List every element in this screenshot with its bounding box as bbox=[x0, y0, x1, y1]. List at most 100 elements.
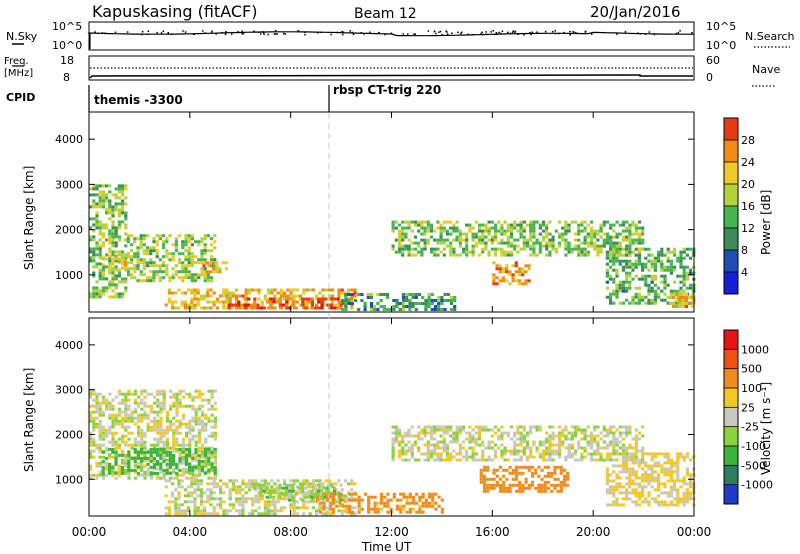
heatmap-cell bbox=[647, 467, 651, 471]
heatmap-cell bbox=[213, 419, 217, 423]
heatmap-cell bbox=[631, 470, 635, 474]
heatmap-cell bbox=[367, 510, 371, 514]
heatmap-cell bbox=[618, 482, 622, 486]
heatmap-cell bbox=[417, 250, 421, 254]
heatmap-cell bbox=[124, 398, 128, 402]
heatmap-cell bbox=[641, 247, 645, 251]
heatmap-cell bbox=[397, 241, 402, 245]
heatmap-cell bbox=[92, 289, 96, 293]
heatmap-cell bbox=[136, 453, 140, 457]
heatmap-cell bbox=[244, 300, 248, 304]
heatmap-cell bbox=[108, 286, 112, 290]
heatmap-cell bbox=[95, 398, 99, 402]
heatmap-cell bbox=[413, 253, 418, 257]
heatmap-cell bbox=[127, 413, 131, 417]
heatmap-cell bbox=[338, 504, 342, 508]
heatmap-cell bbox=[434, 501, 438, 505]
heatmap-cell bbox=[621, 301, 625, 305]
heatmap-cell bbox=[89, 464, 93, 468]
nsky-point bbox=[320, 31, 322, 34]
heatmap-cell bbox=[105, 265, 109, 269]
heatmap-cell bbox=[121, 190, 125, 194]
heatmap-cell bbox=[566, 477, 570, 481]
heatmap-cell bbox=[618, 283, 622, 287]
heatmap-cell bbox=[580, 428, 584, 432]
heatmap-cell bbox=[609, 259, 613, 263]
heatmap-cell bbox=[92, 410, 96, 414]
heatmap-cell bbox=[197, 261, 201, 265]
heatmap-cell bbox=[644, 247, 648, 251]
nsky-point bbox=[481, 31, 484, 34]
heatmap-cell bbox=[650, 476, 654, 480]
heatmap-cell bbox=[140, 465, 144, 469]
heatmap-cell bbox=[401, 299, 406, 302]
heatmap-cell bbox=[187, 485, 191, 489]
heatmap-cell bbox=[449, 220, 453, 224]
heatmap-cell bbox=[283, 494, 287, 498]
heatmap-cell bbox=[417, 229, 421, 233]
heatmap-cell bbox=[596, 443, 600, 447]
heatmap-cell bbox=[647, 500, 651, 504]
heatmap-cell bbox=[618, 259, 622, 263]
heatmap-cell bbox=[532, 425, 536, 429]
heatmap-cell bbox=[231, 294, 235, 298]
heatmap-cell bbox=[159, 392, 163, 396]
heatmap-cell bbox=[184, 243, 188, 247]
heatmap-cell bbox=[190, 252, 194, 256]
heatmap-cell bbox=[196, 488, 200, 492]
heatmap-cell bbox=[426, 223, 430, 227]
heatmap-cell bbox=[213, 452, 217, 456]
heatmap-cell bbox=[177, 512, 181, 516]
heatmap-cell bbox=[660, 452, 664, 456]
heatmap-cell bbox=[567, 250, 571, 254]
heatmap-cell bbox=[685, 494, 689, 498]
heatmap-cell bbox=[357, 293, 361, 296]
heatmap-cell bbox=[634, 473, 638, 477]
heatmap-cell bbox=[114, 202, 118, 206]
heatmap-cell bbox=[562, 483, 567, 487]
heatmap-cell bbox=[402, 507, 406, 511]
heatmap-cell bbox=[641, 268, 645, 272]
heatmap-cell bbox=[408, 299, 412, 302]
heatmap-cell bbox=[136, 246, 140, 250]
heatmap-cell bbox=[556, 465, 560, 469]
nsky-point bbox=[530, 33, 532, 36]
nsky-point bbox=[241, 33, 244, 35]
heatmap-cell bbox=[111, 398, 115, 402]
heatmap-cell bbox=[621, 247, 626, 251]
heatmap-cell bbox=[423, 428, 427, 432]
heatmap-cell bbox=[548, 449, 552, 453]
heatmap-cell bbox=[171, 273, 175, 277]
heatmap-cell bbox=[244, 291, 248, 295]
heatmap-cell bbox=[427, 492, 432, 496]
heatmap-cell bbox=[411, 302, 415, 305]
heatmap-cell bbox=[169, 419, 173, 423]
heatmap-cell bbox=[411, 498, 416, 502]
heatmap-cell bbox=[124, 226, 128, 230]
heatmap-cell bbox=[165, 249, 169, 253]
heatmap-cell bbox=[440, 299, 444, 302]
heatmap-cell bbox=[423, 229, 427, 233]
heatmap-cell bbox=[149, 264, 153, 268]
heatmap-cell bbox=[357, 498, 361, 502]
heatmap-cell bbox=[487, 440, 491, 444]
heatmap-cell bbox=[647, 473, 651, 477]
heatmap-cell bbox=[288, 306, 292, 310]
heatmap-cell bbox=[505, 267, 509, 271]
heatmap-cell bbox=[190, 288, 194, 292]
heatmap-cell bbox=[235, 294, 239, 298]
heatmap-cell bbox=[442, 449, 446, 453]
heatmap-cell bbox=[609, 479, 613, 483]
heatmap-cell bbox=[302, 291, 306, 295]
heatmap-cell bbox=[117, 401, 121, 405]
heatmap-cell bbox=[177, 306, 181, 310]
heatmap-cell bbox=[517, 273, 522, 277]
heatmap-cell bbox=[673, 292, 677, 296]
heatmap-cell bbox=[187, 237, 191, 241]
heatmap-cell bbox=[197, 462, 201, 466]
heatmap-cell bbox=[92, 205, 96, 209]
heatmap-cell bbox=[98, 401, 102, 405]
heatmap-cell bbox=[111, 465, 115, 469]
heatmap-cell bbox=[522, 425, 526, 429]
heatmap-cell bbox=[98, 443, 102, 447]
